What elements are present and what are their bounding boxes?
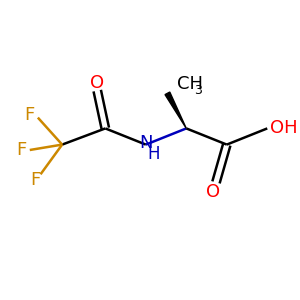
Text: F: F bbox=[30, 171, 40, 189]
Text: F: F bbox=[16, 141, 27, 159]
Text: O: O bbox=[206, 183, 220, 201]
Text: OH: OH bbox=[270, 119, 298, 137]
Text: 3: 3 bbox=[194, 84, 202, 97]
Text: O: O bbox=[90, 74, 104, 92]
Text: F: F bbox=[25, 106, 35, 124]
Polygon shape bbox=[165, 92, 186, 128]
Text: H: H bbox=[147, 145, 160, 163]
Text: N: N bbox=[139, 134, 153, 152]
Text: CH: CH bbox=[177, 75, 203, 93]
